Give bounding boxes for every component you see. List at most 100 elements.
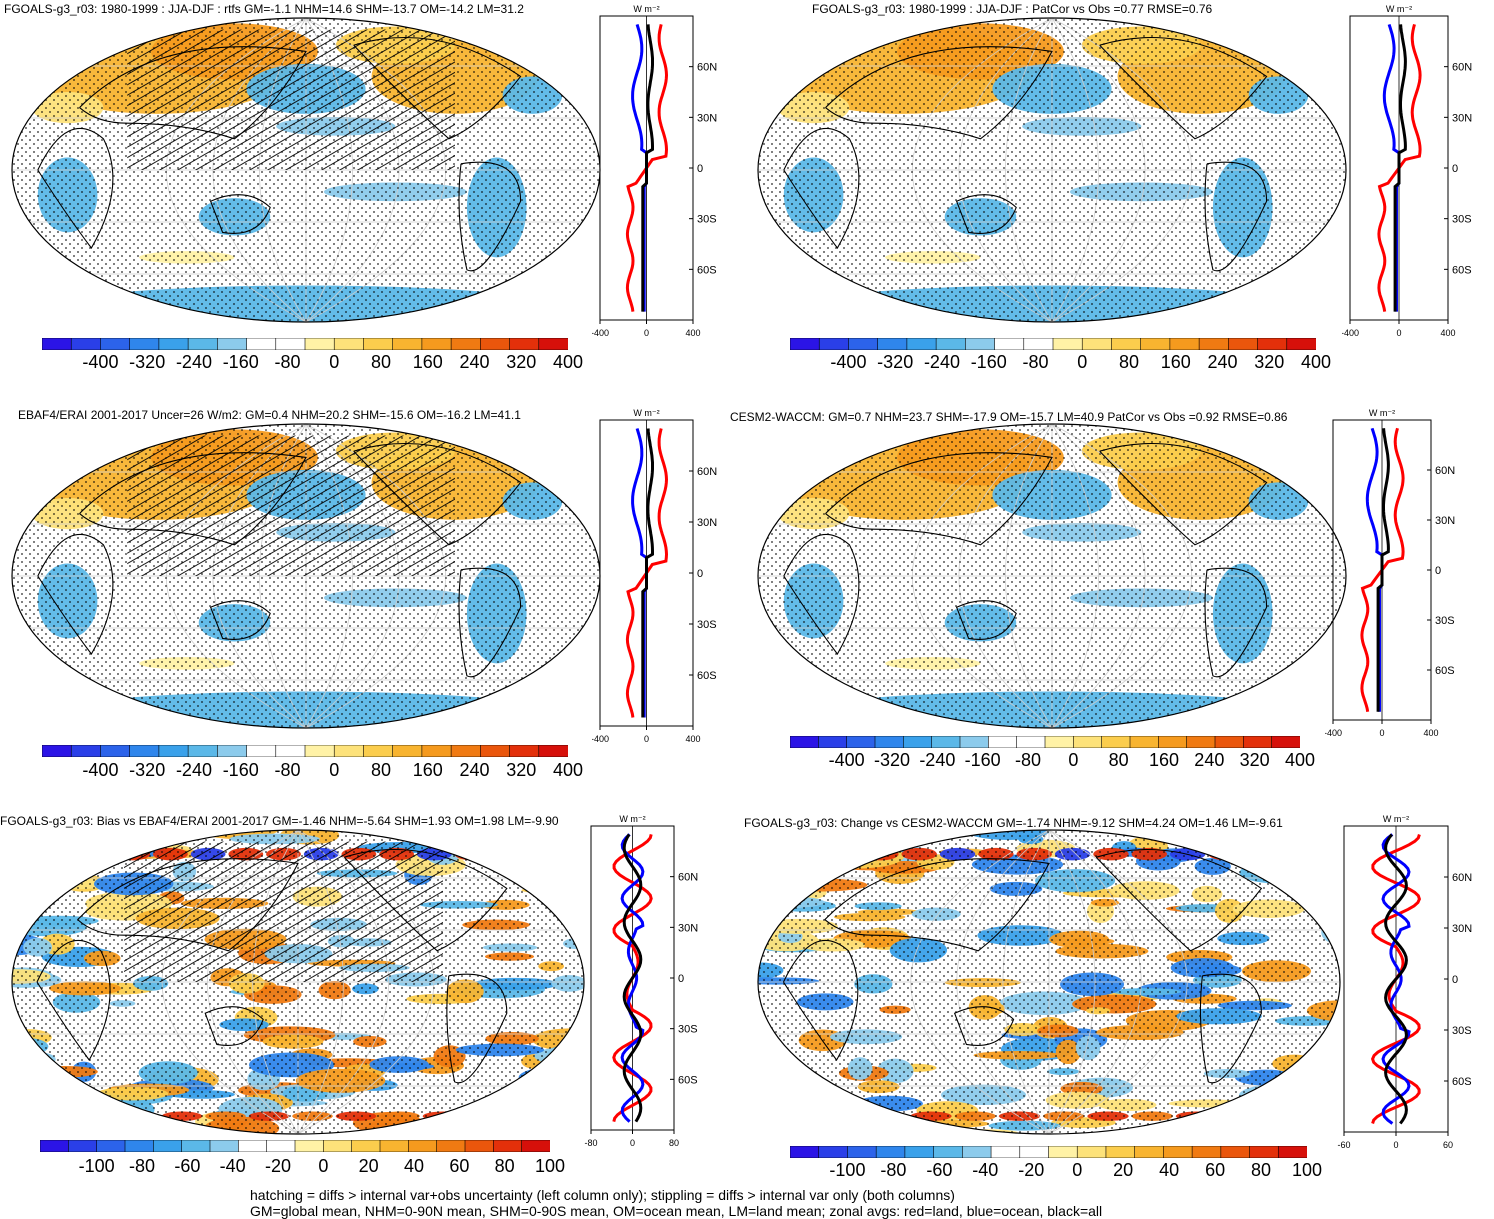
lat-tick-label: 0 (697, 163, 703, 175)
colorbar-swatch (1228, 338, 1259, 350)
anomaly-patch (758, 1113, 799, 1134)
colorbar-swatch (1158, 736, 1188, 748)
zonal-mean-plot: W m⁻² 60N 30N 0 30S 60S -400 0 400 (1325, 408, 1455, 738)
colorbar-swatch (181, 1140, 211, 1152)
anomaly-patch (521, 886, 584, 895)
lat-tick-label: 30S (697, 214, 717, 226)
anomaly-patch (758, 1085, 804, 1109)
coastline (783, 127, 860, 249)
lat-tick-label: 60N (1435, 465, 1455, 477)
colorbar-tick-label: -60 (926, 1160, 953, 1180)
anomaly-patch (203, 826, 280, 830)
anomaly-patch (778, 1088, 822, 1098)
colorbar-swatch (994, 338, 1025, 350)
colorbar-tick-label: 60 (449, 1156, 470, 1176)
colorbar-swatch (333, 338, 365, 350)
colorbar-tick-label: 20 (358, 1156, 379, 1176)
colorbar-tick-label: 400 (1300, 352, 1332, 372)
anomaly-patch (821, 830, 897, 842)
hatching (124, 841, 443, 982)
colorbar-swatch (304, 745, 336, 757)
colorbar-tick-label: 0 (1077, 352, 1088, 372)
colorbar-tick-label: 40 (403, 1156, 425, 1176)
arctic-anomaly (77, 847, 113, 861)
colorbar-tick-label: 240 (459, 760, 490, 780)
colorbar-swatch (436, 1140, 466, 1152)
robinson-map (11, 17, 601, 323)
colorbar-swatch (1191, 1146, 1222, 1158)
coastline (955, 600, 1017, 640)
colorbar-swatch (421, 745, 452, 757)
colorbar-tick-label: -320 (877, 352, 914, 372)
colorbar-swatch (906, 338, 937, 350)
anomaly-patch (1257, 851, 1310, 869)
colorbar-tick-label: -20 (1018, 1160, 1045, 1180)
colorbar-swatch (1052, 338, 1084, 350)
zonal-ocean-curve (631, 428, 648, 718)
x-tick-label: -400 (1325, 728, 1342, 738)
colorbar-tick-label: -80 (274, 760, 301, 780)
robinson-map (11, 423, 601, 729)
antarctic-anomaly (74, 1111, 116, 1121)
colorbar-swatch (790, 736, 820, 748)
colorbar-tick-label: -40 (972, 1160, 999, 1180)
colorbar-swatch (931, 736, 961, 748)
coastline (353, 36, 522, 140)
colorbar-tick-label: 0 (329, 760, 340, 780)
colorbar-swatch (874, 736, 905, 748)
colorbar-swatch (990, 1146, 1021, 1158)
map-border (11, 829, 585, 1135)
colorbar-swatch (1048, 1146, 1079, 1158)
colorbar-tick-label: 60 (1205, 1160, 1226, 1180)
lat-tick-label: 30S (1435, 615, 1455, 627)
coastline (446, 973, 508, 1084)
anomaly-patch (12, 1100, 55, 1117)
colorbar-swatch (1163, 1146, 1193, 1158)
colorbar-swatch (42, 338, 73, 350)
colorbar (790, 1146, 1307, 1158)
panel-title: FGOALS-g3_r03: 1980-1999 : JJA-DJF : Pat… (812, 2, 1213, 16)
zonal-mean-plot: W m⁻² 60N 30N 0 30S 60S -400 0 400 (592, 4, 717, 338)
colorbar-tick-label: -160 (964, 750, 1001, 770)
colorbar-swatch (509, 338, 540, 350)
unit-label: W m⁻² (633, 4, 659, 14)
anomaly-patch (1235, 857, 1285, 869)
colorbar-swatch (1019, 1146, 1050, 1158)
colorbar-swatch (1249, 1146, 1280, 1158)
colorbar-swatch (275, 745, 306, 757)
colorbar-swatch (1198, 338, 1230, 350)
colorbar-swatch (1101, 736, 1131, 748)
coastline (209, 600, 271, 640)
x-tick-label: 60 (1443, 1140, 1453, 1150)
anomaly-patch (50, 831, 100, 851)
unit-label: W m⁻² (619, 814, 645, 824)
anomaly-patch (12, 1103, 59, 1115)
colorbar-swatch (848, 338, 879, 350)
colorbar-tick-label: 160 (1160, 352, 1191, 372)
colorbar-swatch (959, 736, 990, 748)
map-border (757, 17, 1347, 323)
anomaly-patch (25, 1062, 51, 1073)
coastline (953, 1006, 1015, 1046)
coastline (825, 452, 1053, 546)
colorbar-swatch (1140, 338, 1171, 350)
colorbar-swatch (480, 338, 511, 350)
unit-label: W m⁻² (1386, 4, 1412, 14)
colorbar-tick-label: 0 (318, 1156, 329, 1176)
panel-title: EBAF4/ERAI 2001-2017 Uncer=26 W/m2: GM=0… (18, 408, 521, 422)
lat-tick-label: 0 (678, 973, 684, 985)
colorbar-swatch (187, 745, 219, 757)
anomaly-patch (12, 837, 52, 855)
colorbar-swatch (1044, 736, 1075, 748)
lat-tick-label: 60S (1435, 665, 1455, 677)
lat-tick-label: 30N (1435, 515, 1455, 527)
lat-tick-label: 30N (1452, 112, 1472, 124)
colorbar-swatch (217, 338, 248, 350)
colorbar-tick-label: 320 (506, 760, 537, 780)
colorbar (790, 736, 1300, 748)
colorbar-tick-label: 160 (412, 352, 443, 372)
colorbar-swatch (246, 338, 277, 350)
colorbar-swatch (209, 1140, 240, 1152)
coastline (955, 194, 1017, 234)
colorbar-swatch (538, 745, 568, 757)
